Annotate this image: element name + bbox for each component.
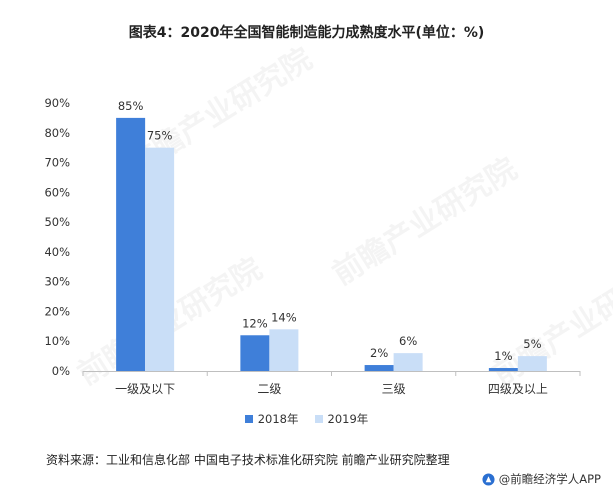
brand-logo-icon bbox=[482, 472, 495, 486]
y-tick-label: 60% bbox=[44, 185, 70, 199]
y-tick-label: 90% bbox=[44, 96, 70, 110]
data-label: 6% bbox=[399, 334, 417, 348]
data-label: 1% bbox=[494, 349, 512, 363]
bar-2019 bbox=[269, 329, 299, 371]
data-label: 85% bbox=[118, 99, 144, 113]
y-tick-label: 50% bbox=[44, 215, 70, 229]
bar-2018 bbox=[240, 335, 270, 371]
data-label: 5% bbox=[523, 337, 541, 351]
bar-2019 bbox=[145, 147, 175, 371]
x-tick-label: 四级及以上 bbox=[488, 382, 548, 396]
bar-2019 bbox=[517, 356, 547, 371]
y-tick-label: 40% bbox=[44, 245, 70, 259]
data-label: 75% bbox=[147, 129, 173, 143]
y-tick-label: 30% bbox=[44, 275, 70, 289]
source-note: 资料来源：工业和信息化部 中国电子技术标准化研究院 前瞻产业研究院整理 bbox=[46, 453, 450, 467]
data-label: 2% bbox=[370, 346, 388, 360]
legend-item-2019: 2019年 bbox=[314, 411, 369, 427]
x-tick-label: 二级 bbox=[257, 382, 281, 396]
y-tick-label: 10% bbox=[44, 334, 70, 348]
legend-label-2018: 2018年 bbox=[257, 412, 299, 426]
legend-item-2018: 2018年 bbox=[244, 411, 299, 427]
footer-brand: @前瞻经济学人APP bbox=[482, 471, 601, 487]
bar-2018 bbox=[116, 117, 146, 371]
chart-title: 图表4：2020年全国智能制造能力成熟度水平(单位：%) bbox=[128, 25, 485, 41]
y-tick-label: 70% bbox=[44, 156, 70, 170]
watermark-text: 前瞻产业研究院 bbox=[327, 151, 524, 292]
data-label: 12% bbox=[242, 316, 268, 330]
legend-swatch-2018 bbox=[244, 415, 253, 423]
legend-label-2019: 2019年 bbox=[327, 412, 369, 426]
chart-legend: 2018年 2019年 bbox=[0, 411, 613, 427]
bar-2019 bbox=[393, 353, 423, 371]
x-tick-label: 一级及以下 bbox=[115, 382, 175, 396]
data-label: 14% bbox=[271, 310, 297, 324]
bar-2018 bbox=[488, 368, 518, 371]
y-tick-label: 80% bbox=[44, 126, 70, 140]
x-tick-label: 三级 bbox=[382, 382, 406, 396]
bar-2018 bbox=[364, 365, 394, 371]
footer-brand-label: @前瞻经济学人APP bbox=[498, 472, 601, 486]
y-tick-label: 0% bbox=[52, 364, 70, 378]
y-tick-label: 20% bbox=[44, 304, 70, 318]
legend-swatch-2019 bbox=[314, 415, 323, 423]
